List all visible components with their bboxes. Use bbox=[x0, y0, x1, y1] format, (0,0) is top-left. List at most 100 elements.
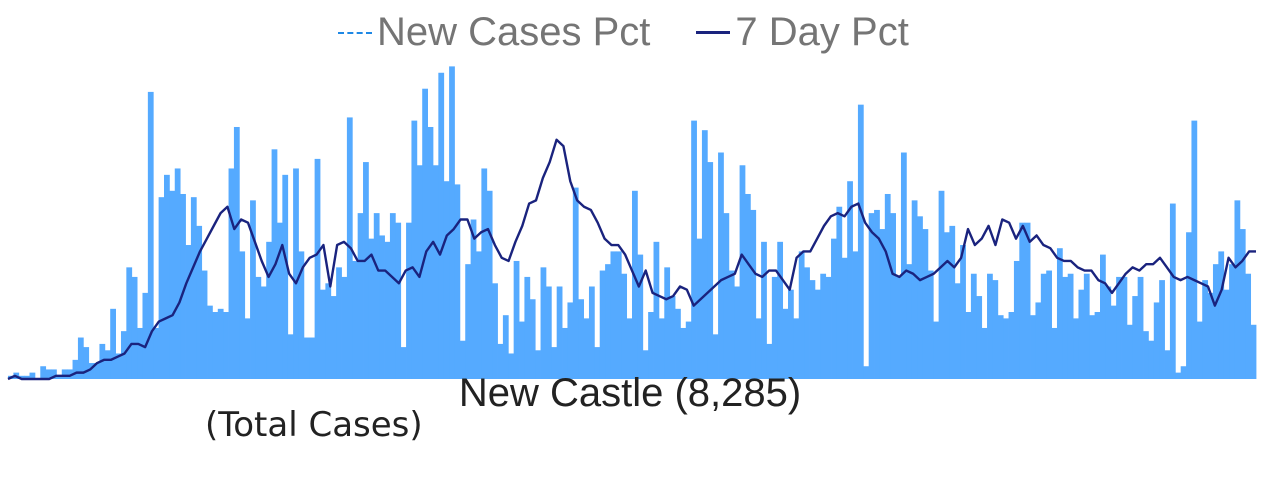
bar bbox=[201, 270, 208, 379]
bar bbox=[287, 334, 294, 379]
bar bbox=[83, 347, 90, 379]
bar bbox=[449, 66, 455, 379]
bar bbox=[1089, 315, 1096, 379]
bar bbox=[798, 251, 805, 379]
chart-subtitle: (Total Cases) bbox=[205, 405, 423, 445]
bar bbox=[1196, 321, 1203, 379]
bar bbox=[664, 267, 671, 379]
bar bbox=[110, 308, 116, 379]
bar bbox=[336, 267, 342, 379]
bar bbox=[1040, 273, 1047, 379]
bar bbox=[825, 276, 832, 379]
bar bbox=[147, 91, 154, 380]
bar bbox=[255, 276, 262, 379]
bar bbox=[314, 158, 321, 379]
bar bbox=[1175, 372, 1182, 379]
bar bbox=[352, 260, 359, 379]
bar bbox=[992, 280, 999, 379]
bar bbox=[1212, 264, 1219, 379]
bar bbox=[266, 241, 272, 379]
bar bbox=[1105, 286, 1112, 379]
bar-series-new-cases-pct bbox=[8, 66, 1257, 380]
bar bbox=[325, 283, 332, 379]
bar bbox=[863, 366, 870, 379]
bar bbox=[588, 286, 595, 379]
bar bbox=[519, 321, 525, 379]
bar bbox=[621, 273, 628, 379]
bar bbox=[1250, 324, 1257, 379]
bar bbox=[605, 264, 611, 379]
bar bbox=[180, 193, 186, 379]
bar bbox=[212, 312, 219, 379]
bar bbox=[1180, 366, 1187, 379]
bar bbox=[1164, 350, 1171, 379]
bar bbox=[793, 318, 800, 379]
bar bbox=[481, 168, 488, 379]
bar bbox=[927, 270, 934, 379]
bar bbox=[594, 347, 601, 379]
bar bbox=[755, 318, 762, 379]
bar bbox=[276, 222, 283, 379]
bar bbox=[1169, 203, 1176, 379]
bar bbox=[438, 72, 445, 379]
bar bbox=[529, 299, 536, 379]
bar bbox=[395, 222, 402, 379]
bar bbox=[680, 327, 687, 379]
legend-label-7-day-pct: 7 Day Pct bbox=[735, 10, 909, 54]
bar bbox=[696, 238, 703, 379]
bar bbox=[890, 213, 896, 379]
bar bbox=[847, 181, 853, 379]
bar bbox=[88, 363, 95, 379]
bar bbox=[196, 225, 203, 379]
legend-label-new-cases-pct: New Cases Pct bbox=[377, 10, 651, 54]
bar bbox=[207, 305, 213, 379]
bar bbox=[583, 318, 590, 379]
bar bbox=[1153, 302, 1160, 379]
bar bbox=[330, 296, 337, 379]
bar bbox=[486, 190, 493, 379]
bar bbox=[814, 289, 821, 379]
bar bbox=[938, 190, 945, 379]
bar bbox=[1218, 251, 1225, 379]
bar bbox=[987, 273, 993, 379]
bar bbox=[911, 200, 918, 379]
bar bbox=[341, 276, 348, 379]
bar bbox=[707, 162, 714, 379]
chart-title: New Castle (8,285) bbox=[458, 371, 802, 415]
bar bbox=[922, 229, 929, 379]
bar bbox=[250, 200, 256, 379]
bar bbox=[970, 273, 977, 379]
bar bbox=[61, 369, 68, 379]
bar bbox=[1110, 305, 1117, 379]
bar bbox=[406, 222, 412, 379]
bar bbox=[411, 120, 418, 380]
bar bbox=[1056, 248, 1063, 379]
bar bbox=[373, 213, 380, 379]
bar bbox=[852, 251, 859, 379]
bar bbox=[1078, 289, 1085, 379]
bar bbox=[115, 353, 122, 379]
bar bbox=[282, 174, 289, 379]
bar bbox=[508, 353, 515, 379]
bar bbox=[45, 369, 52, 379]
bar bbox=[77, 337, 84, 379]
bar bbox=[389, 213, 396, 379]
bar bbox=[642, 350, 649, 379]
bar bbox=[1046, 270, 1052, 379]
bar bbox=[400, 347, 407, 379]
bar bbox=[1186, 232, 1192, 379]
bar bbox=[1062, 276, 1069, 379]
bar bbox=[368, 238, 375, 379]
bar bbox=[153, 327, 160, 379]
bar bbox=[131, 276, 138, 379]
bar bbox=[933, 321, 940, 379]
bar bbox=[1100, 254, 1106, 379]
bar bbox=[1137, 276, 1144, 379]
bar bbox=[884, 193, 891, 379]
bar bbox=[1116, 276, 1122, 379]
bar bbox=[782, 308, 789, 379]
bar bbox=[223, 312, 229, 379]
bar bbox=[610, 251, 617, 379]
bar bbox=[1245, 273, 1252, 379]
bar bbox=[685, 321, 692, 379]
